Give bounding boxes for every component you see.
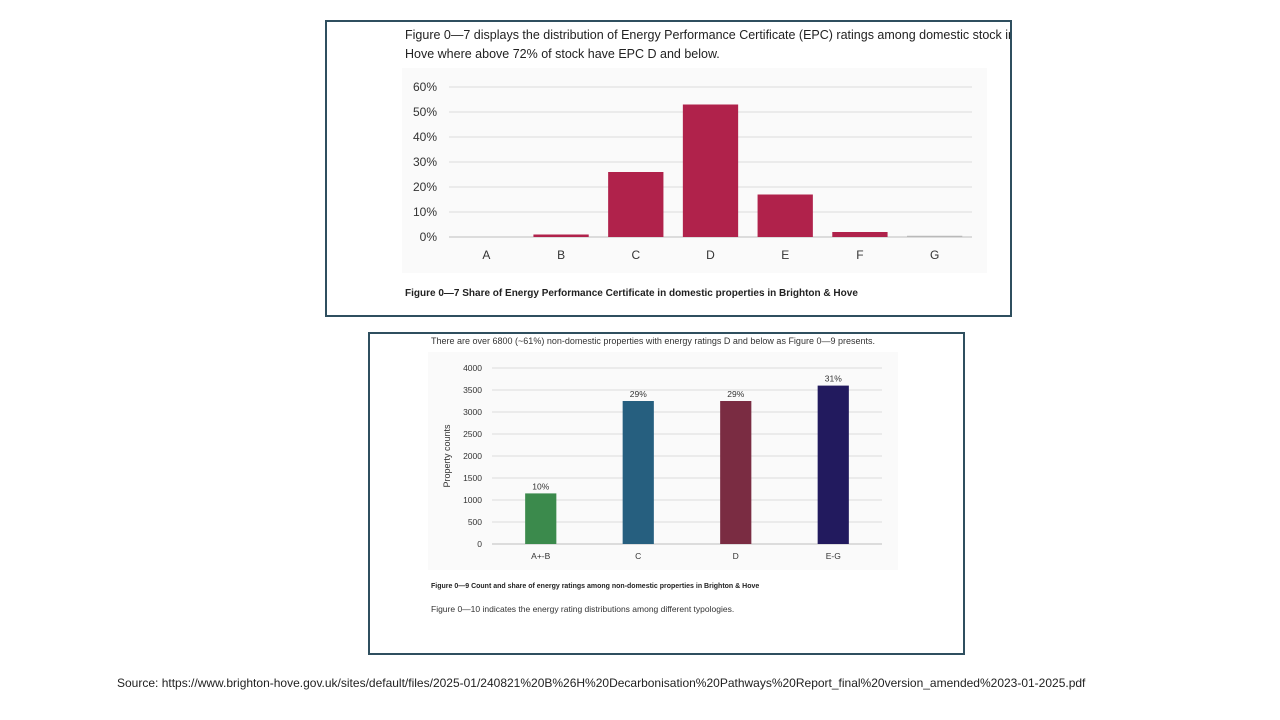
epc-non-domestic-x-tick-label: D	[733, 551, 739, 561]
epc-domestic-x-tick-label: E	[781, 248, 789, 262]
epc-domestic-figure-panel: Figure 0—7 displays the distribution of …	[325, 20, 1012, 317]
epc-domestic-y-tick-label: 20%	[413, 180, 437, 194]
figure-9-caption: Figure 0—9 Count and share of energy rat…	[431, 583, 760, 590]
epc-domestic-x-tick-label: G	[930, 248, 939, 262]
epc-non-domestic-bar-a-b	[525, 493, 557, 544]
epc-non-domestic-bar-chart: 0 500 1000 1500 2000 2500 3000 3500 4000 A+-B 10% C…	[442, 363, 882, 561]
epc-domestic-y-tick-label: 30%	[413, 155, 437, 169]
figure-7-intro-text: Figure 0—7 displays the distribution of …	[405, 26, 1012, 64]
epc-domestic-bar-c	[608, 172, 664, 237]
epc-non-domestic-y-tick-label: 500	[468, 517, 482, 527]
epc-non-domestic-y-tick-label: 2500	[463, 429, 482, 439]
epc-non-domestic-x-tick-label: C	[635, 551, 641, 561]
epc-domestic-y-tick-label: 40%	[413, 130, 437, 144]
epc-non-domestic-y-tick-label: 3500	[463, 385, 482, 395]
epc-non-domestic-y-tick-label: 4000	[463, 363, 482, 373]
epc-domestic-y-tick-label: 10%	[413, 205, 437, 219]
epc-non-domestic-bar-c	[622, 401, 654, 544]
epc-domestic-bar-d	[682, 104, 739, 237]
epc-non-domestic-data-label: 10%	[532, 481, 549, 491]
epc-non-domestic-x-tick-label: E-G	[826, 551, 841, 561]
figure-7-intro-line-1: Figure 0—7 displays the distribution of …	[405, 28, 1012, 42]
epc-domestic-x-tick-label: F	[856, 248, 863, 262]
epc-non-domestic-y-tick-label: 2000	[463, 451, 482, 461]
epc-domestic-x-tick-label: B	[557, 248, 565, 262]
figure-10-note: Figure 0—10 indicates the energy rating …	[431, 604, 735, 614]
epc-domestic-bar-chart: 0% 10% 20% 30% 40% 50% 60% A B C D E F G	[413, 80, 972, 262]
epc-domestic-y-tick-label: 0%	[420, 230, 438, 244]
epc-non-domestic-figure-panel: There are over 6800 (~61%) non-domestic …	[368, 332, 965, 655]
source-citation: Source: https://www.brighton-hove.gov.uk…	[117, 676, 1086, 690]
figure-7-caption: Figure 0—7 Share of Energy Performance C…	[405, 288, 858, 299]
epc-non-domestic-data-label: 29%	[630, 389, 647, 399]
epc-domestic-x-tick-label: D	[706, 248, 715, 262]
figure-7-intro-line-2: Hove where above 72% of stock have EPC D…	[405, 47, 720, 61]
epc-non-domestic-y-axis-title: Property counts	[442, 424, 452, 488]
epc-domestic-bar-g	[906, 235, 963, 237]
epc-non-domestic-y-tick-label: 1500	[463, 473, 482, 483]
epc-domestic-y-tick-label: 50%	[413, 105, 437, 119]
figure-9-intro-text: There are over 6800 (~61%) non-domestic …	[431, 336, 875, 346]
epc-non-domestic-y-tick-label: 3000	[463, 407, 482, 417]
epc-non-domestic-data-label: 29%	[727, 389, 744, 399]
epc-domestic-x-tick-label: A	[482, 248, 490, 262]
epc-non-domestic-data-label: 31%	[825, 374, 842, 384]
epc-domestic-x-tick-label: C	[631, 248, 640, 262]
epc-non-domestic-bar-e-g	[817, 385, 849, 544]
epc-domestic-bar-e	[757, 194, 813, 237]
epc-domestic-bar-b	[533, 234, 589, 237]
epc-domestic-bar-f	[832, 232, 888, 237]
epc-non-domestic-y-tick-label: 0	[477, 539, 482, 549]
epc-domestic-y-tick-label: 60%	[413, 80, 437, 94]
epc-non-domestic-x-tick-label: A+-B	[531, 551, 550, 561]
epc-non-domestic-y-tick-label: 1000	[463, 495, 482, 505]
epc-non-domestic-bar-d	[720, 401, 752, 544]
